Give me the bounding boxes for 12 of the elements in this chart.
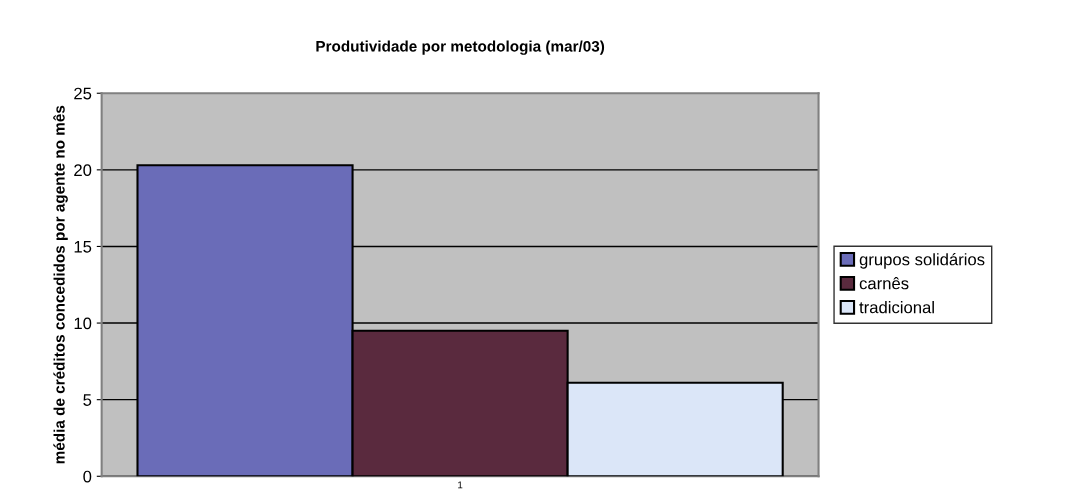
- legend-label: tradicional: [859, 301, 934, 314]
- y-tick-label: 0: [83, 470, 92, 483]
- legend-label: carnês: [859, 277, 909, 290]
- y-tick-label: 5: [83, 394, 92, 406]
- y-tick-label: 15: [74, 241, 92, 253]
- x-tick-label: 1: [458, 481, 463, 489]
- legend-label: grupos solidários: [859, 252, 985, 269]
- y-tick-label: 20: [74, 164, 92, 177]
- y-tick-label: 25: [74, 87, 92, 100]
- chart-title: Produtividade por metodologia (mar/03): [316, 40, 605, 55]
- y-axis-title: média de créditos concedidos por agente no mês: [53, 105, 68, 464]
- y-tick-label: 10: [74, 317, 92, 330]
